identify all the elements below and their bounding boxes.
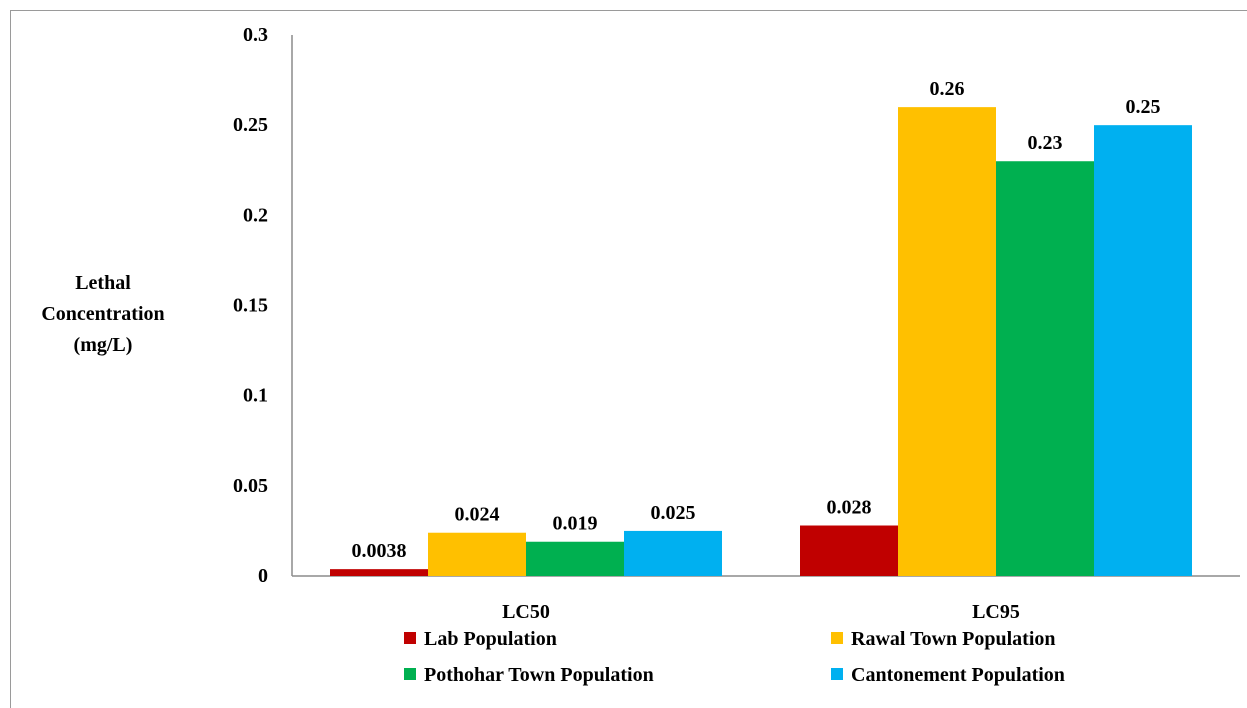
- y-tick-label: 0.25: [233, 114, 268, 136]
- bar: [800, 525, 898, 576]
- legend-label: Pothohar Town Population: [424, 664, 654, 686]
- y-tick-label: 0.3: [243, 24, 268, 46]
- y-tick-label: 0.05: [233, 475, 268, 497]
- data-label: 0.0038: [352, 540, 407, 562]
- y-tick-label: 0: [258, 565, 268, 587]
- data-label: 0.25: [1126, 96, 1161, 118]
- bar: [428, 532, 526, 576]
- data-label: 0.028: [827, 497, 872, 519]
- data-label: 0.26: [930, 78, 965, 100]
- bar: [898, 107, 996, 576]
- y-axis-label-line: Lethal: [75, 272, 131, 294]
- y-tick-label: 0.15: [233, 295, 268, 317]
- data-label: 0.019: [553, 513, 598, 535]
- data-label: 0.025: [651, 502, 696, 524]
- bar: [624, 530, 722, 576]
- data-label: 0.024: [455, 504, 500, 526]
- x-tick-label: LC95: [972, 601, 1020, 623]
- bar: [1094, 125, 1192, 577]
- legend-label: Lab Population: [424, 628, 557, 650]
- bar: [330, 569, 428, 576]
- y-axis-label: Lethal Concentration (mg/L): [28, 268, 178, 361]
- y-axis-label-line: Concentration: [41, 303, 165, 325]
- chart-frame: [10, 10, 1247, 708]
- y-axis-label-line: (mg/L): [73, 334, 133, 356]
- bar: [996, 161, 1094, 576]
- legend-swatch: [831, 632, 843, 644]
- legend-label: Rawal Town Population: [851, 628, 1056, 650]
- x-tick-label: LC50: [502, 601, 550, 623]
- legend-swatch: [831, 668, 843, 680]
- legend-swatch: [404, 668, 416, 680]
- bar: [526, 541, 624, 576]
- legend-swatch: [404, 632, 416, 644]
- legend-label: Cantonement Population: [851, 664, 1065, 686]
- data-label: 0.23: [1028, 132, 1063, 154]
- y-tick-label: 0.1: [243, 385, 268, 407]
- y-tick-label: 0.2: [243, 204, 268, 226]
